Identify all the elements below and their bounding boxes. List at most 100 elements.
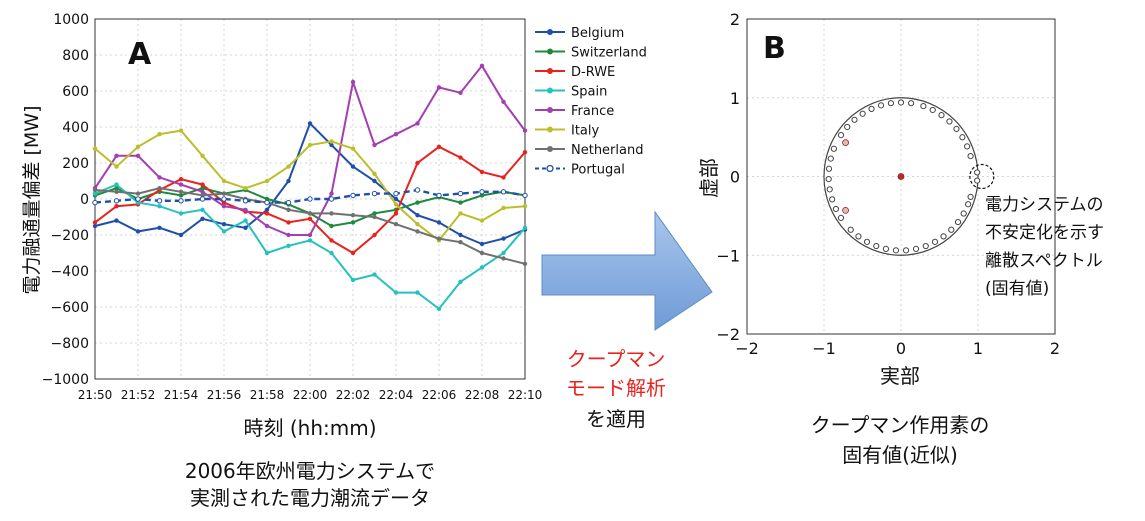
eigenvalue-point bbox=[859, 110, 866, 117]
data-point bbox=[157, 186, 162, 191]
data-point bbox=[242, 198, 249, 204]
data-point bbox=[178, 211, 184, 216]
eigenvalue-point bbox=[959, 134, 966, 141]
eigenvalue-point bbox=[929, 106, 936, 114]
data-point bbox=[393, 190, 399, 197]
data-point bbox=[500, 189, 507, 195]
data-point bbox=[393, 290, 399, 295]
data-point bbox=[307, 238, 313, 243]
data-point bbox=[393, 222, 399, 227]
x-tick-label: 22:04 bbox=[379, 388, 414, 402]
unit-circle bbox=[823, 97, 979, 256]
eigenvalue-point bbox=[948, 226, 955, 233]
data-point bbox=[436, 144, 442, 149]
data-point bbox=[350, 250, 356, 256]
eigenvalue-point bbox=[907, 100, 915, 107]
eigenvalue-point bbox=[974, 177, 981, 184]
data-point bbox=[286, 243, 291, 248]
data-point bbox=[200, 186, 205, 191]
legend-marker bbox=[547, 68, 553, 74]
eigenvalues bbox=[823, 97, 995, 256]
data-point bbox=[522, 150, 528, 155]
x-tick-label: 22:00 bbox=[293, 388, 328, 402]
x-tick-label: 21:56 bbox=[207, 388, 242, 402]
data-point bbox=[92, 146, 98, 151]
data-point bbox=[350, 213, 356, 218]
data-point bbox=[501, 256, 506, 261]
eigenvalue-point bbox=[829, 196, 836, 203]
annotation-line-3: 離散スペクトル bbox=[985, 251, 1103, 271]
legend-label: D-RWE bbox=[571, 65, 615, 80]
data-point bbox=[114, 164, 119, 169]
eigenvalue-point bbox=[842, 206, 849, 214]
eigenvalue-point bbox=[922, 242, 929, 250]
plot-frame-b bbox=[746, 18, 1056, 335]
x-ticks-b: −2 −1 0 1 2 bbox=[735, 339, 1060, 358]
data-point bbox=[286, 207, 291, 212]
x-ticks-a: 21:50 21:52 21:54 21:56 21:58 22:00 22:02 22:04… bbox=[78, 388, 543, 402]
eigenvalue-point bbox=[965, 201, 972, 208]
data-point bbox=[264, 223, 270, 229]
data-point bbox=[329, 142, 334, 148]
data-point bbox=[135, 153, 141, 158]
y-tick-label: −600 bbox=[51, 300, 89, 316]
y-tick-label: 2 bbox=[730, 10, 740, 29]
data-point bbox=[221, 178, 227, 184]
data-point bbox=[350, 277, 356, 283]
data-point bbox=[92, 220, 98, 225]
eigenvalue-point bbox=[954, 218, 962, 226]
data-point bbox=[372, 232, 377, 238]
data-point bbox=[393, 211, 399, 216]
panel-a: −1000 −800 −600 −400 −200 0 200 400 600 800 1000 2… bbox=[21, 12, 647, 510]
y-tick-label: 1 bbox=[730, 89, 740, 108]
eigenvalue-point bbox=[826, 186, 833, 193]
arrow-group: クープマン モード解析 を適用 bbox=[541, 210, 713, 431]
annotation-line-4: (固有値) bbox=[985, 279, 1049, 299]
y-ticks-a: −1000 −800 −600 −400 −200 0 200 400 600 800 1000 bbox=[42, 12, 89, 388]
data-point bbox=[114, 189, 119, 194]
eigenvalue-point bbox=[940, 233, 947, 240]
x-axis-label-b: 実部 bbox=[880, 364, 920, 388]
data-point bbox=[178, 128, 184, 133]
data-point bbox=[479, 218, 485, 223]
x-tick-label: 22:02 bbox=[336, 388, 371, 402]
data-point bbox=[264, 207, 270, 212]
eigenvalue-point bbox=[877, 102, 885, 109]
data-point bbox=[458, 211, 463, 216]
data-point bbox=[479, 193, 485, 198]
data-point bbox=[114, 204, 119, 209]
eigenvalue-point bbox=[920, 102, 927, 110]
data-point bbox=[479, 241, 485, 247]
x-tick-label: −2 bbox=[735, 339, 759, 358]
data-point bbox=[200, 182, 205, 187]
eigenvalue-point bbox=[902, 247, 910, 254]
eigenvalue-point bbox=[827, 155, 834, 162]
x-tick-label: −1 bbox=[812, 339, 836, 358]
method-label-black: を適用 bbox=[586, 407, 646, 431]
eigenvalue-point bbox=[974, 169, 981, 176]
data-point bbox=[393, 202, 399, 207]
eigenvalue-point bbox=[844, 123, 851, 131]
data-point bbox=[114, 186, 119, 191]
eigenvalue-point bbox=[967, 152, 974, 160]
legend-marker bbox=[547, 87, 553, 94]
x-tick-label: 22:06 bbox=[422, 388, 457, 402]
data-point bbox=[178, 193, 184, 198]
data-point bbox=[307, 211, 313, 216]
y-tick-label: −1 bbox=[716, 246, 740, 265]
legend-label: Spain bbox=[571, 85, 607, 100]
data-point bbox=[329, 139, 334, 144]
data-point bbox=[372, 171, 377, 176]
data-point bbox=[522, 128, 528, 133]
eigenvalue-point bbox=[892, 247, 900, 254]
x-tick-label: 0 bbox=[896, 339, 906, 358]
legend-label: Netherland bbox=[571, 143, 643, 158]
panel-letter-a: A bbox=[128, 37, 152, 72]
data-point bbox=[221, 229, 227, 234]
caption-b-line-1: クープマン作用素の bbox=[811, 413, 990, 437]
data-point bbox=[436, 306, 442, 311]
legend-marker bbox=[547, 48, 553, 55]
data-point bbox=[286, 220, 291, 225]
